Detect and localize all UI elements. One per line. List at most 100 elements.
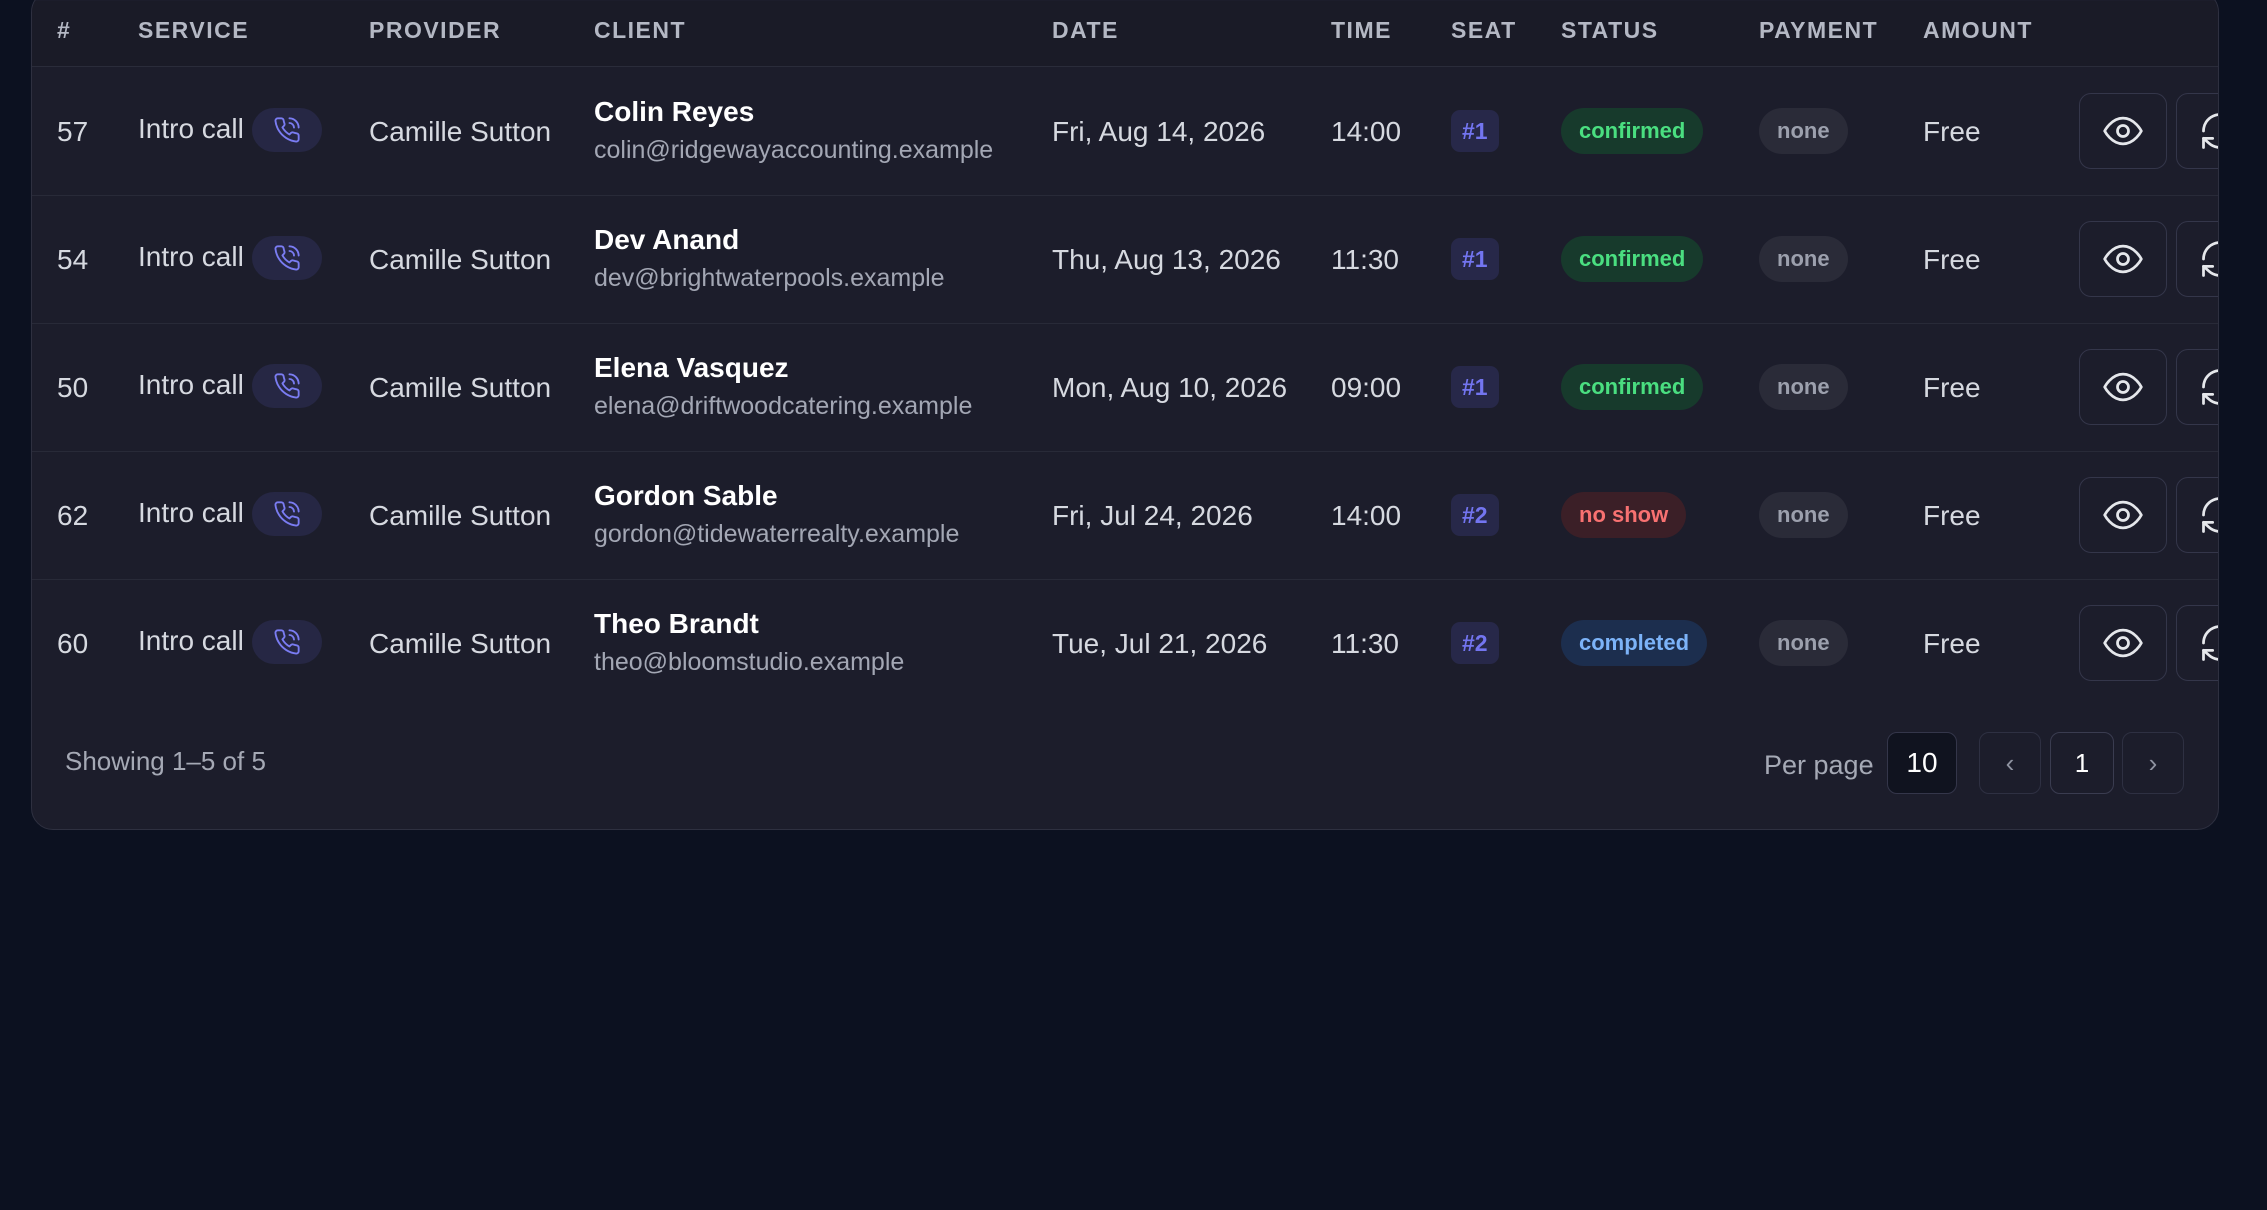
chevron-left-icon: ‹ (2005, 747, 2015, 778)
view-button[interactable] (2079, 221, 2167, 297)
client-email: elena@driftwoodcatering.example (594, 392, 973, 420)
eye-icon (2103, 628, 2143, 658)
booking-date: Thu, Aug 13, 2026 (1052, 244, 1281, 275)
column-header-service: SERVICE (138, 17, 250, 43)
phone-call-icon (274, 117, 300, 143)
client-email: dev@brightwaterpools.example (594, 264, 945, 292)
reschedule-button[interactable] (2176, 605, 2218, 681)
service-type-badge (252, 620, 322, 664)
service-name: Intro call (138, 369, 244, 400)
reschedule-icon (2202, 625, 2218, 661)
booking-id: 57 (57, 116, 89, 147)
status-badge: no show (1561, 492, 1687, 538)
payment-badge: none (1759, 108, 1848, 154)
amount: Free (1923, 244, 1981, 275)
service-name: Intro call (138, 113, 244, 144)
column-header-seat: SEAT (1451, 17, 1517, 43)
amount: Free (1923, 500, 1981, 531)
seat-badge: #2 (1451, 494, 1499, 536)
booking-time: 14:00 (1331, 500, 1402, 531)
client-email: colin@ridgewayaccounting.example (594, 136, 994, 164)
reschedule-button[interactable] (2176, 93, 2218, 169)
client-email: gordon@tidewaterrealty.example (594, 520, 960, 548)
phone-call-icon (274, 373, 300, 399)
booking-id: 54 (57, 244, 89, 275)
column-header-time: TIME (1331, 17, 1392, 43)
table-header: # SERVICE PROVIDER CLIENT DATE TIME SEAT… (32, 1, 2218, 67)
page-button-current[interactable]: 1 (2050, 732, 2114, 794)
reschedule-icon (2202, 369, 2218, 405)
table-row[interactable]: 62 Intro call Camille Sutton Gordon Sabl… (32, 452, 2218, 580)
payment-badge: none (1759, 364, 1848, 410)
client-name: Gordon Sable (594, 480, 778, 511)
phone-call-icon (274, 629, 300, 655)
status-badge: completed (1561, 620, 1708, 666)
eye-icon (2103, 244, 2143, 274)
provider-name: Camille Sutton (369, 244, 552, 275)
eye-icon (2103, 116, 2143, 146)
booking-date: Fri, Jul 24, 2026 (1052, 500, 1253, 531)
seat-badge: #1 (1451, 238, 1499, 280)
service-name: Intro call (138, 625, 244, 656)
client-name: Dev Anand (594, 224, 740, 255)
view-button[interactable] (2079, 349, 2167, 425)
booking-id: 62 (57, 500, 89, 531)
booking-time: 14:00 (1331, 116, 1402, 147)
table-row[interactable]: 57 Intro call Camille Sutton Colin Reyes… (32, 68, 2218, 196)
booking-id: 50 (57, 372, 89, 403)
chevron-right-icon: › (2148, 747, 2158, 778)
service-type-badge (252, 236, 322, 280)
amount: Free (1923, 116, 1981, 147)
column-header-payment: PAYMENT (1759, 17, 1879, 43)
client-name: Elena Vasquez (594, 352, 789, 383)
booking-id: 60 (57, 628, 89, 659)
reschedule-button[interactable] (2176, 221, 2218, 297)
next-page-button[interactable]: › (2122, 732, 2184, 794)
provider-name: Camille Sutton (369, 628, 552, 659)
prev-page-button[interactable]: ‹ (1979, 732, 2041, 794)
seat-badge: #1 (1451, 110, 1499, 152)
view-button[interactable] (2079, 477, 2167, 553)
status-badge: confirmed (1561, 364, 1704, 410)
booking-time: 09:00 (1331, 372, 1402, 403)
provider-name: Camille Sutton (369, 116, 552, 147)
table-row[interactable]: 54 Intro call Camille Sutton Dev Anand d… (32, 196, 2218, 324)
status-badge: confirmed (1561, 236, 1704, 282)
table-row[interactable]: 60 Intro call Camille Sutton Theo Brandt… (32, 580, 2218, 708)
phone-call-icon (274, 245, 300, 271)
table-row[interactable]: 50 Intro call Camille Sutton Elena Vasqu… (32, 324, 2218, 452)
amount: Free (1923, 628, 1981, 659)
payment-badge: none (1759, 492, 1848, 538)
column-header-status: STATUS (1561, 17, 1659, 43)
view-button[interactable] (2079, 605, 2167, 681)
service-type-badge (252, 108, 322, 152)
provider-name: Camille Sutton (369, 372, 552, 403)
column-header-id: # (57, 17, 72, 43)
payment-badge: none (1759, 620, 1848, 666)
booking-date: Tue, Jul 21, 2026 (1052, 628, 1268, 659)
reschedule-button[interactable] (2176, 477, 2218, 553)
pagination-summary: Showing 1–5 of 5 (65, 746, 266, 776)
booking-time: 11:30 (1331, 628, 1399, 659)
per-page-select[interactable]: 10 (1887, 732, 1957, 794)
eye-icon (2103, 500, 2143, 530)
service-name: Intro call (138, 497, 244, 528)
booking-date: Mon, Aug 10, 2026 (1052, 372, 1288, 403)
client-email: theo@bloomstudio.example (594, 648, 905, 676)
per-page-label: Per page (1764, 750, 1874, 780)
payment-badge: none (1759, 236, 1848, 282)
column-header-date: DATE (1052, 17, 1119, 43)
client-name: Colin Reyes (594, 96, 755, 127)
provider-name: Camille Sutton (369, 500, 552, 531)
service-type-badge (252, 492, 322, 536)
booking-date: Fri, Aug 14, 2026 (1052, 116, 1266, 147)
reschedule-icon (2202, 241, 2218, 277)
column-header-provider: PROVIDER (369, 17, 502, 43)
view-button[interactable] (2079, 93, 2167, 169)
column-header-client: CLIENT (594, 17, 687, 43)
client-name: Theo Brandt (594, 608, 759, 639)
reschedule-button[interactable] (2176, 349, 2218, 425)
reschedule-icon (2202, 113, 2218, 149)
booking-time: 11:30 (1331, 244, 1399, 275)
service-name: Intro call (138, 241, 244, 272)
